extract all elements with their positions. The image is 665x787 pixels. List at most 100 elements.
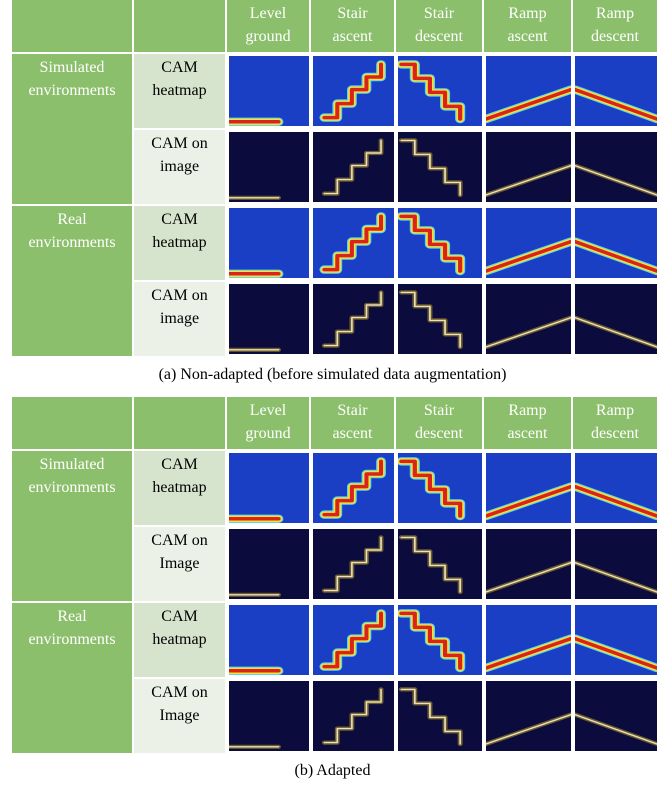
text-line: Stair	[424, 399, 454, 422]
header-blank	[12, 0, 132, 52]
cam-image	[575, 529, 657, 599]
caption: (a) Non-adapted (before simulated data a…	[0, 366, 665, 384]
text-line: descent	[591, 25, 639, 48]
cam-image	[398, 681, 482, 751]
text-line: Simulated	[40, 56, 105, 79]
cam-heatmap	[313, 56, 394, 126]
text-line: CAM on	[151, 284, 207, 307]
cam-heatmap	[486, 453, 571, 523]
text-line: descent	[591, 422, 639, 445]
cam-image	[398, 284, 482, 354]
text-line: ascent	[508, 422, 548, 445]
text-line: CAM	[161, 208, 197, 231]
text-line: image	[160, 155, 199, 178]
cam-heatmap	[398, 605, 482, 675]
header-blank	[134, 0, 225, 52]
cam-heatmap	[313, 453, 394, 523]
text-line: Level	[250, 399, 286, 422]
text-line: Level	[250, 2, 286, 25]
text-line: descent	[415, 422, 463, 445]
text-line: Ramp	[596, 399, 634, 422]
text-line: ascent	[333, 25, 373, 48]
cam-heatmap	[486, 605, 571, 675]
figure: LevelgroundStairascentStairdescentRampas…	[0, 0, 665, 787]
cam-heatmap	[398, 453, 482, 523]
text-line: Ramp	[508, 399, 546, 422]
cam-image	[486, 681, 571, 751]
cam-heatmap	[229, 208, 309, 278]
cam-image	[229, 284, 309, 354]
caption: (b) Adapted	[0, 762, 665, 780]
cam-image	[229, 132, 309, 202]
cam-image	[486, 132, 571, 202]
text-line: CAM	[161, 453, 197, 476]
text-line: environments	[28, 628, 115, 651]
text-line: CAM on	[151, 681, 207, 704]
text-line: Image	[160, 552, 200, 575]
cam-heatmap	[398, 208, 482, 278]
text-line: ascent	[333, 422, 373, 445]
text-line: CAM	[161, 56, 197, 79]
cam-image	[486, 529, 571, 599]
cam-image	[575, 132, 657, 202]
text-line: heatmap	[152, 628, 206, 651]
header-blank	[12, 397, 132, 449]
cam-heatmap	[486, 56, 571, 126]
text-line: Simulated	[40, 453, 105, 476]
cam-image	[575, 681, 657, 751]
cam-image	[229, 681, 309, 751]
cam-heatmap	[229, 453, 309, 523]
text-line: environments	[28, 231, 115, 254]
text-line: heatmap	[152, 231, 206, 254]
cam-image	[575, 284, 657, 354]
cam-image	[229, 529, 309, 599]
text-line: image	[160, 307, 199, 330]
cam-image	[398, 529, 482, 599]
text-line: CAM	[161, 605, 197, 628]
text-line: Image	[160, 704, 200, 727]
text-line: ascent	[508, 25, 548, 48]
cam-heatmap	[398, 56, 482, 126]
header-blank	[134, 397, 225, 449]
cam-image	[313, 284, 394, 354]
cam-heatmap	[575, 208, 657, 278]
text-line: heatmap	[152, 79, 206, 102]
cam-image	[486, 284, 571, 354]
text-line: ground	[245, 25, 290, 48]
text-line: Stair	[337, 2, 367, 25]
cam-image	[313, 132, 394, 202]
text-line: CAM on	[151, 132, 207, 155]
text-line: environments	[28, 476, 115, 499]
cam-heatmap	[486, 208, 571, 278]
text-line: CAM on	[151, 529, 207, 552]
cam-heatmap	[313, 208, 394, 278]
text-line: environments	[28, 79, 115, 102]
cam-heatmap	[229, 56, 309, 126]
text-line: heatmap	[152, 476, 206, 499]
cam-image	[398, 132, 482, 202]
text-line: Stair	[337, 399, 367, 422]
cam-image	[313, 681, 394, 751]
text-line: Ramp	[508, 2, 546, 25]
text-line: ground	[245, 422, 290, 445]
text-line: Real	[57, 605, 86, 628]
cam-heatmap	[229, 605, 309, 675]
